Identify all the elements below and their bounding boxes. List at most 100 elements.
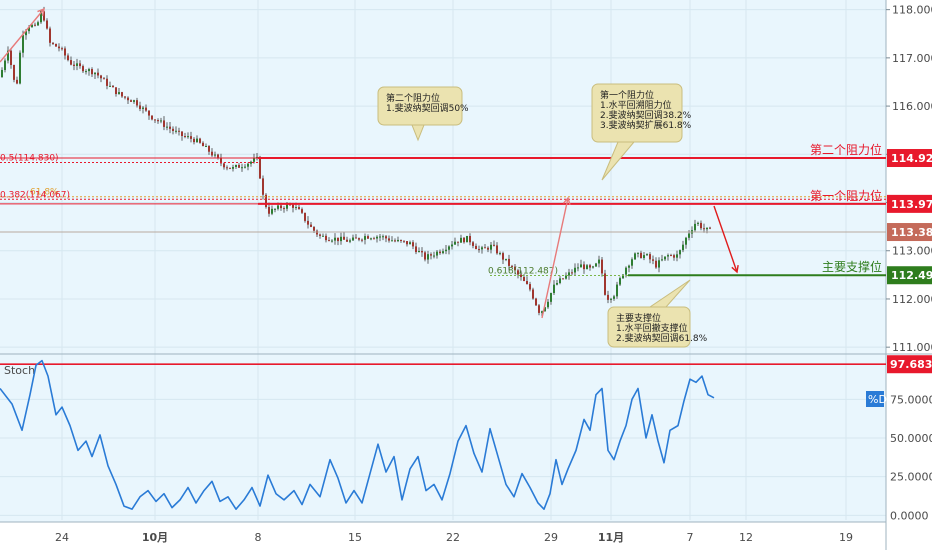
- candle-body: [628, 265, 630, 268]
- candle-body: [1, 69, 3, 78]
- candle-body: [535, 298, 537, 306]
- price-tick-label: 116.000: [892, 100, 932, 113]
- candle-body: [346, 239, 348, 242]
- candle-body: [67, 55, 69, 61]
- candle-body: [550, 293, 552, 302]
- callout-resistance-2-pointer: [411, 124, 425, 142]
- candle-body: [55, 43, 57, 47]
- candle-body: [400, 239, 402, 241]
- stoch-tag: [887, 355, 932, 374]
- candle-body: [700, 222, 702, 229]
- candle-body: [676, 254, 678, 258]
- candle-body: [313, 226, 315, 231]
- candle-body: [253, 158, 255, 162]
- level-label: 第一个阻力位: [810, 188, 882, 203]
- callout-resistance-1-text: 3.斐波纳契扩展61.8%: [600, 119, 692, 131]
- time-tick-label: 12: [739, 531, 753, 544]
- candle-body: [163, 120, 165, 127]
- candle-body: [577, 267, 579, 269]
- candle-body: [394, 240, 396, 242]
- candle-body: [340, 236, 342, 242]
- candle-body: [58, 46, 60, 49]
- time-tick-label: 15: [348, 531, 362, 544]
- candle-body: [184, 136, 186, 138]
- candle-body: [664, 256, 666, 260]
- candle-body: [694, 223, 696, 231]
- callout-resistance-1-pointer: [601, 141, 636, 181]
- candle-body: [625, 267, 627, 275]
- candle-body: [331, 240, 333, 242]
- forecast-arrow: [713, 205, 738, 273]
- candle-body: [193, 138, 195, 143]
- candle-body: [301, 209, 303, 213]
- candle-body: [187, 136, 189, 138]
- candle-body: [490, 244, 492, 250]
- candle-body: [181, 131, 183, 137]
- candle-body: [655, 260, 657, 268]
- candle-body: [484, 247, 486, 249]
- candle-body: [22, 35, 24, 53]
- candle-body: [595, 263, 597, 267]
- candle-body: [10, 50, 12, 66]
- candle-body: [403, 240, 405, 242]
- candle-body: [658, 260, 660, 268]
- candle-body: [112, 85, 114, 88]
- time-tick-label: 22: [446, 531, 460, 544]
- callout-resistance-1-text: 第一个阻力位: [600, 89, 654, 101]
- candle-body: [526, 281, 528, 285]
- callout-support-pointer: [648, 279, 691, 308]
- time-tick-label: 11月: [598, 531, 624, 544]
- candle-body: [601, 259, 603, 274]
- candle-body: [232, 166, 234, 169]
- candle-body: [562, 278, 564, 280]
- candle-body: [649, 254, 651, 260]
- candle-body: [358, 238, 360, 240]
- candle-body: [571, 272, 573, 274]
- candle-body: [148, 110, 150, 116]
- candle-body: [409, 242, 411, 245]
- stoch-title: Stoch: [4, 364, 35, 377]
- candle-body: [541, 311, 543, 313]
- candle-body: [520, 274, 522, 278]
- candle-body: [427, 254, 429, 260]
- candle-body: [406, 241, 408, 245]
- level-price-tag-text: 114.923: [891, 152, 932, 165]
- callout-resistance-1-text: 2.斐波纳契回调38.2%: [600, 109, 692, 121]
- candle-body: [370, 238, 372, 240]
- candle-body: [349, 240, 351, 242]
- candle-body: [160, 120, 162, 122]
- candle-body: [88, 69, 90, 72]
- candle-body: [448, 246, 450, 250]
- candle-body: [127, 97, 129, 101]
- candle-body: [703, 228, 705, 230]
- rebound-arrow: [541, 197, 569, 319]
- candle-body: [37, 22, 39, 26]
- candle-body: [103, 78, 105, 80]
- candle-body: [262, 178, 264, 195]
- candle-body: [295, 207, 297, 209]
- candle-body: [226, 167, 228, 169]
- candle-body: [574, 267, 576, 273]
- candle-body: [145, 107, 147, 111]
- candle-body: [379, 236, 381, 238]
- candle-body: [52, 42, 54, 44]
- level-label: 第二个阻力位: [810, 142, 882, 157]
- candle-body: [382, 236, 384, 238]
- stoch-d-badge: [866, 391, 884, 407]
- candle-body: [298, 207, 300, 210]
- time-tick-label: 24: [55, 531, 69, 544]
- price-tick-label: 111.000: [892, 341, 932, 354]
- stoch-tick-label: 25.0000: [890, 471, 932, 484]
- candle-body: [544, 307, 546, 312]
- candle-body: [367, 236, 369, 239]
- candle-body: [292, 204, 294, 208]
- callout-support: [607, 306, 691, 348]
- callout-resistance-2-text: 第二个阻力位: [386, 92, 440, 104]
- candle-body: [604, 273, 606, 295]
- candle-body: [391, 240, 393, 242]
- price-tick-label: 117.000: [892, 52, 932, 65]
- candle-body: [376, 236, 378, 239]
- candle-body: [415, 246, 417, 253]
- candle-body: [502, 253, 504, 260]
- candle-body: [373, 238, 375, 240]
